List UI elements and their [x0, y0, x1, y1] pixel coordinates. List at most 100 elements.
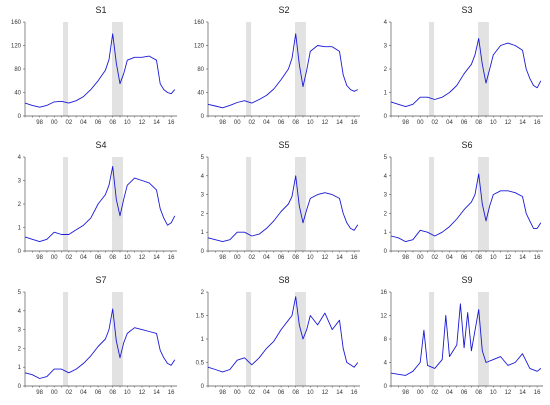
x-tick-label: 08	[475, 120, 482, 126]
x-tick-label: 04	[446, 120, 453, 126]
y-tick-label: 8	[384, 337, 388, 343]
x-tick-label: 04	[446, 255, 453, 261]
x-tick-label: 06	[95, 390, 102, 396]
x-tick-label: 00	[51, 390, 58, 396]
x-tick-label: 16	[351, 390, 358, 396]
panel-title: S7	[95, 275, 106, 285]
x-tick-label: 00	[234, 390, 241, 396]
series-line-s9	[390, 303, 542, 376]
y-tick-label: 80	[14, 67, 21, 73]
panel-title: S1	[95, 5, 106, 15]
series-line-s6	[390, 173, 542, 243]
y-tick-label: 12	[380, 314, 387, 320]
y-tick-label: 4	[18, 155, 22, 161]
panel-title: S3	[461, 5, 472, 15]
shaded-period-1	[429, 157, 435, 251]
shaded-period-2	[294, 292, 306, 386]
y-tick-label: 2	[18, 346, 22, 352]
x-tick-label: 16	[168, 255, 175, 261]
panel-title: S5	[278, 140, 289, 150]
x-tick-label: 00	[51, 255, 58, 261]
panel-title: S4	[95, 140, 106, 150]
shaded-period-2	[477, 157, 489, 251]
y-tick-label: 3	[18, 328, 22, 334]
y-tick-label: 4	[18, 309, 22, 315]
panel-s9: 0 4 8 12 16 98 00 02 04 06 08 10 12 14 16 S9	[366, 270, 549, 405]
x-tick-label: 00	[417, 120, 424, 126]
x-tick-label: 98	[402, 120, 409, 126]
x-tick-label: 08	[109, 390, 116, 396]
x-tick-label: 10	[307, 120, 314, 126]
series-line-s5	[207, 175, 359, 243]
panel-title: S9	[461, 275, 472, 285]
x-tick-label: 14	[519, 120, 526, 126]
x-tick-label: 02	[66, 255, 73, 261]
panel-s1: 0 40 80 120 160 98 00 02 04 06 08 10 12 14 16 S1	[0, 0, 183, 135]
y-tick-label: 16	[380, 290, 387, 296]
x-tick-label: 06	[278, 255, 285, 261]
x-tick-label: 98	[219, 390, 226, 396]
y-tick-label: 5	[384, 155, 388, 161]
y-tick-label: 0	[201, 249, 205, 255]
x-tick-label: 10	[490, 255, 497, 261]
x-tick-label: 10	[124, 255, 131, 261]
x-tick-label: 04	[263, 390, 270, 396]
y-tick-label: 40	[197, 91, 204, 97]
panel-title: S8	[278, 275, 289, 285]
panel-s8: 0 0.5 1 1.5 2 98 00 02 04 06 08 10 12 14 16 S8	[183, 270, 366, 405]
series-line-s7	[24, 308, 176, 379]
series-line-s1	[24, 33, 176, 108]
y-tick-label: 4	[384, 174, 388, 180]
x-tick-label: 06	[461, 255, 468, 261]
x-tick-label: 02	[66, 120, 73, 126]
y-tick-label: 120	[194, 44, 205, 50]
shaded-period-1	[429, 22, 435, 116]
x-tick-label: 16	[351, 255, 358, 261]
x-tick-label: 12	[322, 120, 329, 126]
x-tick-label: 10	[490, 120, 497, 126]
panel-s4: 0 1 2 3 4 98 00 02 04 06 08 10 12 14 16 S4	[0, 135, 183, 270]
y-tick-label: 0	[201, 114, 205, 120]
shaded-period-1	[63, 157, 69, 251]
y-tick-label: 2	[384, 211, 388, 217]
x-tick-label: 08	[292, 390, 299, 396]
x-tick-label: 14	[153, 255, 160, 261]
shaded-period-2	[111, 292, 123, 386]
y-tick-label: 1	[18, 226, 22, 232]
x-tick-label: 00	[417, 255, 424, 261]
y-tick-label: 0	[201, 384, 205, 390]
x-tick-label: 10	[307, 255, 314, 261]
x-tick-label: 08	[109, 255, 116, 261]
x-tick-label: 00	[51, 120, 58, 126]
y-tick-label: 1	[18, 365, 22, 371]
x-tick-label: 12	[139, 390, 146, 396]
x-tick-label: 10	[124, 390, 131, 396]
x-tick-label: 08	[475, 255, 482, 261]
x-tick-label: 02	[432, 255, 439, 261]
x-tick-label: 06	[95, 255, 102, 261]
y-tick-label: 3	[384, 44, 388, 50]
x-tick-label: 16	[534, 120, 541, 126]
series-line-s8	[207, 296, 359, 373]
y-tick-label: 5	[18, 290, 22, 296]
y-tick-label: 0	[384, 249, 388, 255]
x-tick-label: 06	[461, 120, 468, 126]
panel-s2: 0 40 80 120 160 98 00 02 04 06 08 10 12 14 16 S2	[183, 0, 366, 135]
x-tick-label: 08	[109, 120, 116, 126]
y-tick-label: 160	[11, 20, 22, 26]
x-tick-label: 16	[351, 120, 358, 126]
y-tick-label: 3	[384, 193, 388, 199]
x-tick-label: 00	[417, 390, 424, 396]
x-tick-label: 14	[153, 390, 160, 396]
x-tick-label: 12	[505, 390, 512, 396]
panel-s5: 0 1 2 3 4 5 98 00 02 04 06 08 10 12 14 16 S5	[183, 135, 366, 270]
shaded-period-1	[246, 292, 252, 386]
x-tick-label: 98	[402, 390, 409, 396]
shaded-period-1	[246, 157, 252, 251]
y-tick-label: 0	[18, 249, 22, 255]
shaded-period-1	[429, 292, 435, 386]
y-tick-label: 0.5	[196, 361, 205, 367]
